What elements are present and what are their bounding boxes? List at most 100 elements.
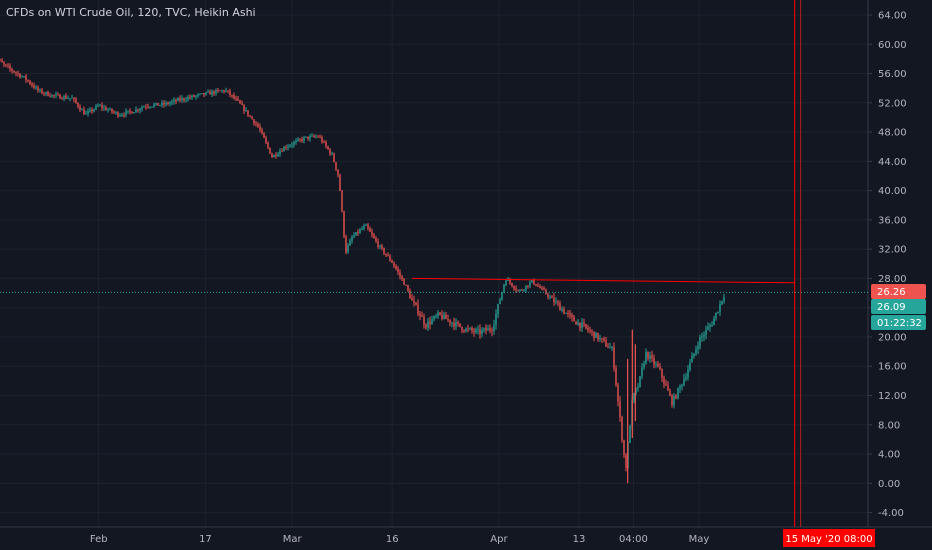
price-axis[interactable]: 64.00 60.00 56.00 52.00 48.00 44.00 40.00 36.00… (868, 11, 926, 520)
candle-up (93, 109, 95, 112)
candle-down (567, 312, 569, 314)
y-tick-label: 20.00 (878, 332, 907, 343)
candle-up (691, 356, 693, 363)
candle-up (477, 329, 479, 331)
candle-down (281, 151, 283, 153)
candle-up (703, 334, 705, 337)
price-tag-label: 26.26 (877, 287, 906, 298)
candle-down (559, 303, 561, 311)
candle-down (397, 268, 399, 273)
candle-up (139, 109, 141, 111)
candle-up (433, 316, 435, 320)
candle-down (111, 108, 113, 112)
candle-down (325, 142, 327, 147)
candle-down (3, 62, 5, 65)
candle-down (605, 340, 607, 347)
candle-up (201, 93, 203, 94)
candle-down (515, 288, 517, 290)
candle-up (181, 98, 183, 101)
candle-down (17, 73, 19, 74)
candle-up (699, 337, 701, 347)
candle-down (537, 285, 539, 287)
candle-down (233, 95, 235, 99)
candle-up (679, 385, 681, 389)
candle-down (231, 94, 233, 96)
candle-down (585, 324, 587, 328)
candle-down (113, 111, 115, 113)
candle-up (677, 388, 679, 399)
candle-up (315, 136, 317, 138)
candle-down (423, 316, 425, 325)
candle-down (249, 115, 251, 117)
candle-down (415, 302, 417, 305)
candle-down (83, 109, 85, 115)
x-tick-label: Apr (490, 534, 508, 545)
y-tick-label: 60.00 (878, 40, 907, 51)
candle-down (391, 260, 393, 263)
candle-up (707, 326, 709, 330)
candle-down (463, 330, 465, 332)
plot-area[interactable] (0, 52, 725, 484)
x-tick-label: 04:00 (619, 534, 648, 545)
candle-down (419, 313, 421, 316)
candle-up (435, 315, 437, 317)
candle-down (219, 90, 221, 92)
candle-down (665, 383, 667, 386)
candle-down (675, 396, 677, 399)
candle-up (171, 101, 173, 103)
candle-down (367, 224, 369, 229)
candle-down (659, 366, 661, 370)
candle-up (493, 324, 495, 332)
candle-up (207, 91, 209, 93)
x-tick-label: 13 (573, 534, 586, 545)
candle-down (449, 319, 451, 323)
candle-down (333, 153, 335, 163)
candle-up (97, 105, 99, 107)
time-axis[interactable]: Feb 17 Mar 16 Apr 13 04:00 May (90, 534, 710, 545)
candle-down (369, 228, 371, 232)
candle-up (23, 76, 25, 77)
candle-up (133, 112, 135, 114)
candle-up (121, 114, 123, 116)
candle-up (577, 322, 579, 325)
candle-down (25, 76, 27, 80)
candle-down (321, 137, 323, 142)
candle-down (441, 314, 443, 319)
candle-up (295, 140, 297, 143)
y-tick-label: 16.00 (878, 362, 907, 373)
candle-down (73, 97, 75, 100)
candle-up (331, 153, 333, 155)
candle-down (453, 322, 455, 327)
candle-up (291, 144, 293, 146)
candle-down (301, 139, 303, 141)
candle-up (629, 426, 631, 443)
candle-up (35, 87, 37, 88)
candle-up (721, 300, 723, 305)
candle-up (39, 89, 41, 91)
candle-up (293, 142, 295, 145)
candle-up (523, 289, 525, 291)
candle-up (365, 224, 367, 226)
candle-down (653, 357, 655, 365)
crosshair-time-label: 15 May '20 08:00 (785, 534, 872, 545)
candle-up (525, 285, 527, 290)
candle-down (61, 98, 63, 100)
candle-down (563, 309, 565, 314)
candle-up (717, 311, 719, 313)
y-tick-label: 40.00 (878, 186, 907, 197)
candle-down (239, 100, 241, 104)
candle-up (195, 95, 197, 97)
candle-up (599, 338, 601, 340)
candle-up (695, 349, 697, 354)
candle-up (215, 90, 217, 94)
candle-up (681, 384, 683, 386)
candle-down (263, 132, 265, 138)
candle-down (513, 286, 515, 289)
candle-down (213, 91, 215, 94)
candle-down (575, 321, 577, 325)
candle-down (461, 326, 463, 331)
price-tag-label: 01:22:32 (877, 318, 922, 329)
candle-up (689, 362, 691, 370)
